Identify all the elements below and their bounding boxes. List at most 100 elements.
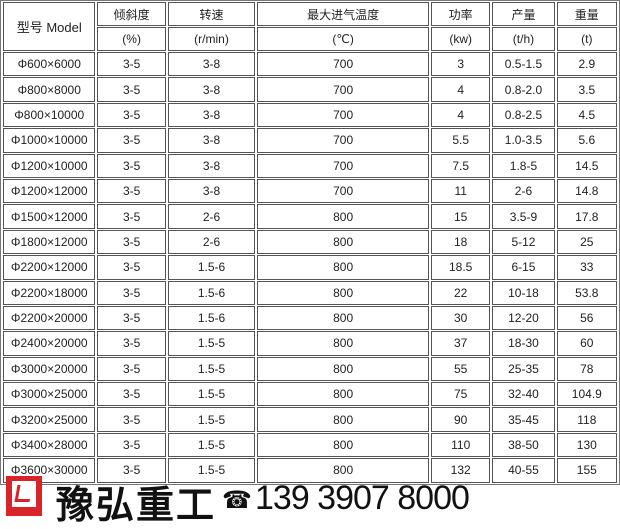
table-cell: 3-8	[167, 153, 256, 178]
table-cell: 5.5	[431, 128, 491, 153]
table-cell: 132	[431, 458, 491, 483]
table-cell: Φ3600×30000	[3, 458, 96, 483]
table-cell: Φ800×8000	[3, 77, 96, 102]
table-cell: Φ2200×20000	[3, 305, 96, 331]
table-cell: 30	[431, 305, 491, 331]
table-cell: 75	[431, 382, 491, 407]
table-cell: 4.5	[556, 102, 617, 128]
table-cell: Φ600×6000	[3, 52, 96, 77]
table-cell: 0.8-2.5	[492, 102, 555, 128]
table-cell: 800	[257, 458, 430, 483]
table-cell: 800	[257, 432, 430, 458]
table-cell: Φ3200×25000	[3, 407, 96, 432]
table-cell: 800	[257, 356, 430, 382]
table-cell: 55	[431, 356, 491, 382]
table-cell: 7.5	[431, 153, 491, 178]
table-cell: 60	[556, 331, 617, 356]
table-row: Φ1500×12000 3-5 2-6 800 15 3.5-9 17.8	[3, 204, 617, 229]
table-cell: 2-6	[167, 229, 256, 255]
phone-number: 139 3907 8000	[255, 479, 470, 517]
table-row: Φ2200×20000 3-5 1.5-6 800 30 12-20 56	[3, 305, 617, 331]
table-cell: 800	[257, 255, 430, 280]
table-cell: 53.8	[556, 280, 617, 305]
table-cell: 3-5	[97, 178, 166, 204]
table-cell: 18.5	[431, 255, 491, 280]
table-row: Φ800×10000 3-5 3-8 700 4 0.8-2.5 4.5	[3, 102, 617, 128]
table-row: Φ2200×12000 3-5 1.5-6 800 18.5 6-15 33	[3, 255, 617, 280]
table-row: Φ1200×12000 3-5 3-8 700 11 2-6 14.8	[3, 178, 617, 204]
table-cell: 17.8	[556, 204, 617, 229]
table-cell: 1.5-5	[167, 432, 256, 458]
unit-speed: (r/min)	[167, 27, 256, 51]
header-temperature: 最大进气温度	[257, 2, 430, 26]
table-cell: Φ1500×12000	[3, 204, 96, 229]
telephone-icon: ☎	[222, 487, 252, 514]
table-cell: 38-50	[492, 432, 555, 458]
header-row: 型号 Model 倾斜度 转速 最大进气温度 功率 产量 重量	[3, 2, 617, 51]
table-cell: Φ3400×28000	[3, 432, 96, 458]
table-cell: 14.8	[556, 178, 617, 204]
table-row: Φ3600×30000 3-5 1.5-5 800 132 40-55 155	[3, 458, 617, 483]
table-cell: 1.5-5	[167, 331, 256, 356]
table-cell: 130	[556, 432, 617, 458]
table-cell: 3-5	[97, 153, 166, 178]
table-cell: 800	[257, 407, 430, 432]
table-cell: 155	[556, 458, 617, 483]
table-cell: 0.8-2.0	[492, 77, 555, 102]
table-cell: 800	[257, 331, 430, 356]
table-cell: 700	[257, 153, 430, 178]
table-cell: 5-12	[492, 229, 555, 255]
table-cell: Φ1200×10000	[3, 153, 96, 178]
table-cell: 3-8	[167, 178, 256, 204]
table-cell: 3.5	[556, 77, 617, 102]
table-cell: 2-6	[167, 204, 256, 229]
table-cell: 700	[257, 102, 430, 128]
table-cell: 2-6	[492, 178, 555, 204]
table-cell: 3-8	[167, 77, 256, 102]
unit-weight: (t)	[556, 27, 617, 51]
table-cell: 3-5	[97, 432, 166, 458]
table-cell: 3.5-9	[492, 204, 555, 229]
brand-name: 豫弘重工	[56, 483, 217, 527]
table-cell: 6-15	[492, 255, 555, 280]
unit-slope: (%)	[97, 27, 166, 51]
table-cell: 18	[431, 229, 491, 255]
table-cell: 3-5	[97, 382, 166, 407]
table-cell: 3-5	[97, 255, 166, 280]
header-weight: 重量	[556, 2, 617, 26]
table-cell: 14.5	[556, 153, 617, 178]
table-cell: 3-5	[97, 280, 166, 305]
table-cell: 0.5-1.5	[492, 52, 555, 77]
table-row: Φ600×6000 3-5 3-8 700 3 0.5-1.5 2.9	[3, 52, 617, 77]
table-cell: Φ800×10000	[3, 102, 96, 128]
table-cell: 104.9	[556, 382, 617, 407]
units-row: (%) (r/min) (℃) (kw) (t/h) (t)	[3, 27, 617, 51]
header-power: 功率	[431, 2, 491, 26]
table-cell: 32-40	[492, 382, 555, 407]
table-cell: 1.8-5	[492, 153, 555, 178]
table-cell: Φ3000×25000	[3, 382, 96, 407]
table-cell: Φ1000×10000	[3, 128, 96, 153]
table-cell: 18-30	[492, 331, 555, 356]
table-cell: 700	[257, 52, 430, 77]
unit-output: (t/h)	[492, 27, 555, 51]
table-cell: 800	[257, 204, 430, 229]
table-cell: 1.5-5	[167, 382, 256, 407]
table-cell: 3-5	[97, 407, 166, 432]
table-cell: 3-8	[167, 128, 256, 153]
table-cell: Φ2200×12000	[3, 255, 96, 280]
table-cell: 800	[257, 280, 430, 305]
table-cell: 33	[556, 255, 617, 280]
table-cell: 2.9	[556, 52, 617, 77]
table-cell: 15	[431, 204, 491, 229]
table-cell: 118	[556, 407, 617, 432]
table-cell: 3-5	[97, 305, 166, 331]
table-cell: 90	[431, 407, 491, 432]
table-cell: 56	[556, 305, 617, 331]
table-cell: 1.5-5	[167, 407, 256, 432]
table-cell: Φ2200×18000	[3, 280, 96, 305]
table-cell: 3-8	[167, 102, 256, 128]
table-cell: 1.5-6	[167, 305, 256, 331]
table-row: Φ1200×10000 3-5 3-8 700 7.5 1.8-5 14.5	[3, 153, 617, 178]
table-cell: 3-5	[97, 128, 166, 153]
